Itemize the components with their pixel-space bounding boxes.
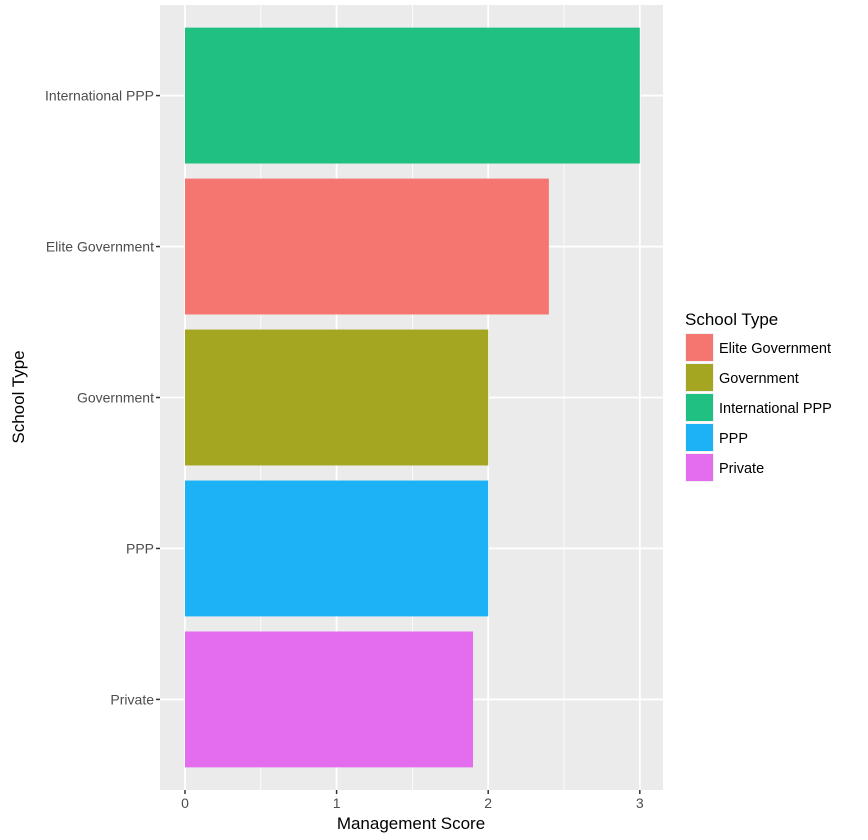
x-tick-label: 1	[333, 795, 341, 811]
legend-swatch	[686, 454, 713, 481]
legend-swatch	[686, 394, 713, 421]
y-axis: International PPP Elite Government Governm…	[45, 88, 160, 707]
x-axis: 0 1 2 3	[181, 790, 644, 811]
y-tick-label: Elite Government	[46, 239, 154, 255]
bar-elite-government	[185, 178, 549, 315]
y-tick-label: Government	[77, 390, 154, 406]
y-axis-title: School Type	[9, 350, 28, 443]
legend-swatch	[686, 424, 713, 451]
y-tick-label: International PPP	[45, 88, 154, 104]
x-axis-title: Management Score	[337, 814, 485, 833]
y-tick-label: PPP	[126, 540, 154, 556]
legend-title: School Type	[685, 310, 778, 329]
bar-private	[185, 631, 474, 768]
legend: School Type Elite Government Government In…	[685, 310, 832, 482]
bar-government	[185, 329, 489, 466]
legend-label: Government	[719, 371, 799, 387]
bars	[185, 27, 640, 768]
legend-label: International PPP	[719, 401, 832, 417]
x-tick-label: 3	[636, 795, 644, 811]
x-tick-label: 0	[181, 795, 189, 811]
y-tick-label: Private	[110, 691, 154, 707]
legend-label: Elite Government	[719, 341, 831, 357]
legend-label: Private	[719, 461, 764, 477]
x-tick-label: 2	[484, 795, 492, 811]
legend-label: PPP	[719, 431, 748, 447]
bar-ppp	[185, 480, 489, 617]
legend-swatch	[686, 364, 713, 391]
bar-international-ppp	[185, 27, 640, 164]
legend-swatch	[686, 334, 713, 361]
